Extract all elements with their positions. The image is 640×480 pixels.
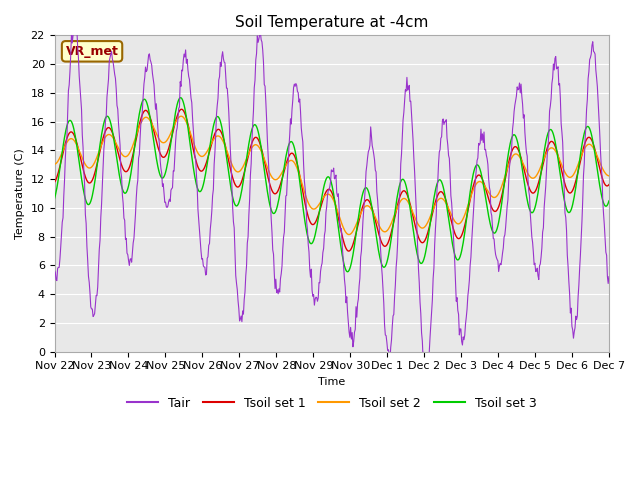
Title: Soil Temperature at -4cm: Soil Temperature at -4cm bbox=[235, 15, 428, 30]
Legend: Tair, Tsoil set 1, Tsoil set 2, Tsoil set 3: Tair, Tsoil set 1, Tsoil set 2, Tsoil se… bbox=[122, 392, 541, 415]
Text: VR_met: VR_met bbox=[66, 45, 118, 58]
Y-axis label: Temperature (C): Temperature (C) bbox=[15, 148, 25, 239]
X-axis label: Time: Time bbox=[318, 377, 346, 387]
